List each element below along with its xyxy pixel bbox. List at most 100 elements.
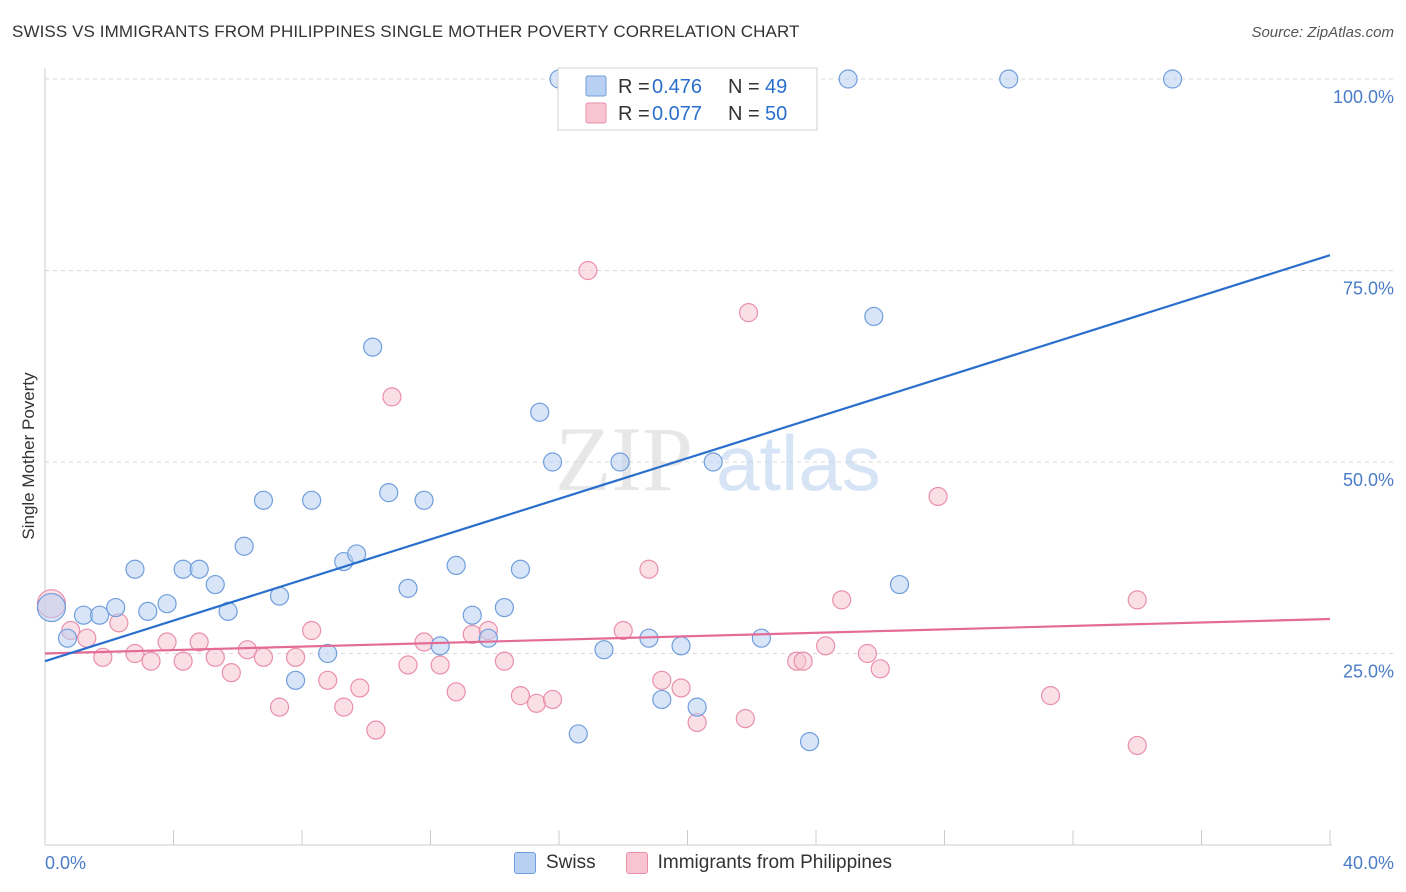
philippines-point xyxy=(253,647,274,667)
philippines-swatch xyxy=(625,852,648,874)
swiss-point xyxy=(430,636,450,656)
swiss-point xyxy=(610,452,630,472)
swiss-point xyxy=(363,337,383,357)
philippines-n-value: 50 xyxy=(765,103,787,125)
swiss-point xyxy=(530,402,550,422)
swiss-r-label: R = xyxy=(618,76,655,98)
philippines-point xyxy=(578,260,598,281)
swiss-point xyxy=(751,628,771,648)
y-tick-label-100: 100.0% xyxy=(1333,87,1394,107)
philippines-point xyxy=(1040,686,1061,706)
swiss-point xyxy=(398,578,418,598)
swiss-point xyxy=(889,574,910,595)
swiss-point xyxy=(864,306,884,327)
y-tick-label-75: 75.0% xyxy=(1343,279,1394,299)
y-axis-title: Single Mother Poverty xyxy=(19,372,38,540)
legend-item-philippines[interactable]: Immigrants from Philippines xyxy=(625,852,892,874)
philippines-point xyxy=(318,670,338,690)
philippines-point xyxy=(77,628,97,648)
y-tick-label-25: 25.0% xyxy=(1343,662,1394,682)
x-tick-label-min: 0.0% xyxy=(45,853,86,873)
swiss-point xyxy=(36,592,67,623)
trend-lines xyxy=(44,254,1331,663)
philippines-point xyxy=(793,651,813,671)
philippines-point xyxy=(398,655,418,675)
philippines-point xyxy=(526,693,547,713)
grid-lines xyxy=(45,78,1394,654)
swiss-point xyxy=(568,724,588,744)
philippines-point xyxy=(542,689,563,710)
philippines-point xyxy=(157,632,177,652)
philippines-point xyxy=(446,682,466,702)
philippines-point xyxy=(221,663,241,683)
philippines-point xyxy=(382,387,402,407)
swiss-point xyxy=(799,731,820,752)
philippines-point xyxy=(510,686,531,706)
philippines-point xyxy=(1127,735,1147,756)
swiss-point xyxy=(687,697,707,717)
axes xyxy=(44,68,1332,846)
swiss-point xyxy=(173,559,193,579)
philippines-point xyxy=(237,640,257,660)
swiss-point xyxy=(594,640,614,660)
swiss-point xyxy=(462,605,482,625)
philippines-point xyxy=(671,678,691,698)
swiss-point xyxy=(90,605,110,625)
swiss-point xyxy=(671,636,691,656)
swiss-point xyxy=(138,601,158,621)
philippines-point xyxy=(269,697,290,717)
swiss-point xyxy=(57,628,78,648)
swiss-point xyxy=(234,536,254,556)
watermark-atlas: atlas xyxy=(716,419,881,507)
swiss-point xyxy=(652,689,672,710)
philippines-point xyxy=(816,636,836,656)
philippines-point xyxy=(125,643,145,664)
swiss-point xyxy=(414,490,434,510)
legend-item-swiss[interactable]: Swiss xyxy=(513,852,596,874)
philippines-point xyxy=(735,709,755,729)
swiss-point xyxy=(205,574,225,595)
philippines-points xyxy=(36,260,1147,756)
philippines-point xyxy=(173,651,193,671)
swiss-point xyxy=(379,483,399,503)
philippines-point xyxy=(302,620,322,641)
philippines-point xyxy=(1127,590,1147,610)
swiss-point xyxy=(189,559,209,579)
philippines-point xyxy=(141,651,161,671)
swiss-point xyxy=(302,490,322,510)
philippines-r-label: R = xyxy=(618,103,655,125)
philippines-r-value: 0.077 xyxy=(652,103,702,125)
swiss-point xyxy=(318,643,338,664)
swiss-point xyxy=(478,628,498,648)
swiss-point xyxy=(838,69,858,89)
philippines-point xyxy=(366,720,386,740)
legend-label-swiss: Swiss xyxy=(545,852,596,873)
swiss-point xyxy=(125,559,145,579)
philippines-point xyxy=(639,559,659,579)
chart-title: SWISS VS IMMIGRANTS FROM PHILIPPINES SIN… xyxy=(12,22,800,41)
philippines-point xyxy=(494,651,514,671)
swiss-point xyxy=(253,490,274,510)
series-legend: Swiss Immigrants from Philippines xyxy=(0,852,1406,874)
swiss-point xyxy=(157,594,177,614)
stats-legend: R = 0.476 N = 49 R = 0.077 N = 50 xyxy=(557,67,818,131)
philippines-point xyxy=(205,647,225,667)
swiss-point xyxy=(542,452,563,472)
swiss-point xyxy=(285,670,306,690)
philippines-point xyxy=(414,632,434,652)
swiss-point xyxy=(1162,69,1183,89)
x-tick-label-max: 40.0% xyxy=(1343,853,1394,873)
philippines-point xyxy=(462,624,482,644)
swiss-point xyxy=(510,559,531,579)
swiss-point xyxy=(73,605,94,625)
swiss-points xyxy=(36,69,1183,752)
philippines-point xyxy=(857,643,878,664)
philippines-point xyxy=(189,632,209,652)
philippines-point xyxy=(430,655,450,675)
swiss-n-label: N = xyxy=(728,76,765,98)
swiss-legend-swatch xyxy=(585,75,607,97)
swiss-point xyxy=(106,597,126,618)
swiss-trend-line xyxy=(44,254,1331,663)
philippines-point xyxy=(870,659,890,679)
philippines-point xyxy=(613,620,633,641)
